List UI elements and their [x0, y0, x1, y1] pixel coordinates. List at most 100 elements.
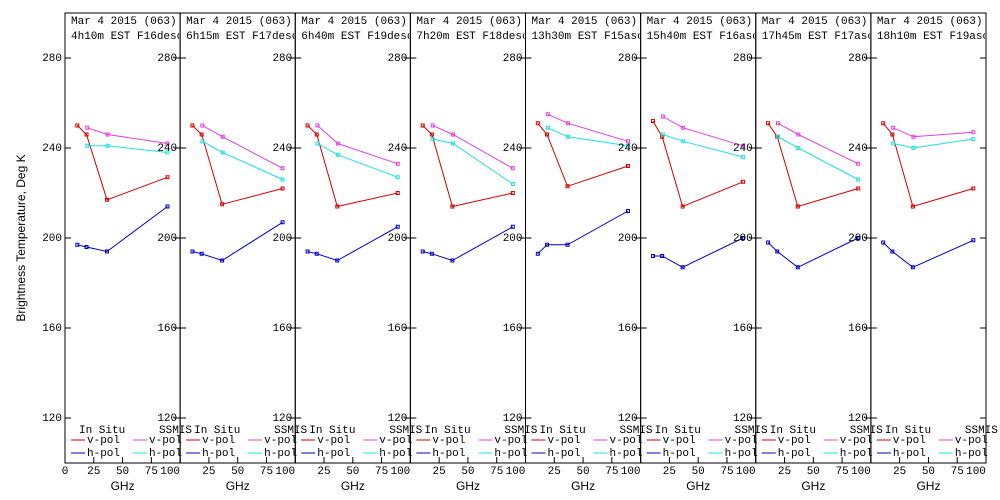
point	[165, 141, 170, 146]
legend-label: v-pol	[840, 435, 873, 447]
point	[85, 143, 90, 148]
legend-group-title: SSMIS	[504, 425, 537, 437]
point	[741, 143, 746, 148]
legend-group-title: SSMIS	[159, 425, 192, 437]
legend-group-title: In Situ	[885, 425, 931, 437]
point	[430, 137, 435, 141]
panel-subtitle: 15h40m EST F16asc	[647, 31, 759, 43]
series-line	[422, 125, 513, 208]
point	[335, 152, 340, 157]
legend-group-title: In Situ	[79, 425, 125, 437]
legend-label: h-pol	[548, 448, 581, 460]
legend-group-title: SSMIS	[965, 425, 998, 437]
y-tick-label: 200	[388, 233, 408, 245]
point	[280, 186, 285, 191]
y-tick-label: 240	[618, 143, 638, 155]
point	[450, 204, 455, 209]
point	[280, 166, 285, 171]
point	[450, 258, 455, 263]
x-tick-label: 100	[160, 466, 180, 478]
x-tick-label: 50	[807, 466, 820, 478]
series-line	[307, 226, 398, 262]
y-tick-label: 200	[503, 233, 523, 245]
point	[220, 150, 225, 155]
legend-label: v-pol	[778, 435, 811, 447]
y-tick-label: 280	[848, 53, 868, 65]
legend-label: v-pol	[149, 435, 182, 447]
x-tick-label: 100	[506, 466, 526, 478]
point	[910, 265, 915, 270]
point	[796, 132, 801, 137]
x-tick-label: 75	[490, 466, 503, 478]
point	[395, 191, 400, 195]
point	[395, 175, 400, 180]
y-tick-label: 240	[848, 143, 868, 155]
point	[766, 240, 771, 245]
point	[856, 186, 861, 191]
x-tick-label: 50	[231, 466, 244, 478]
point	[314, 251, 319, 256]
point	[741, 155, 746, 159]
y-tick-label: 200	[618, 233, 638, 245]
y-tick-label: 120	[388, 413, 408, 425]
y-tick-label: 160	[733, 323, 753, 335]
legend-label: h-pol	[955, 448, 988, 460]
point	[165, 175, 170, 180]
point	[510, 224, 515, 229]
series-line	[77, 206, 168, 253]
series-line	[767, 237, 859, 268]
x-tick-label: 75	[720, 466, 733, 478]
legend-label: v-pol	[548, 435, 581, 447]
point	[305, 123, 310, 128]
panel-title: Mar 4 2015 (063)	[877, 16, 983, 28]
y-tick-label: 240	[157, 143, 177, 155]
panel-subtitle: 7h20m EST F18desc	[416, 31, 528, 43]
series-line	[192, 221, 283, 262]
legend-group-title: SSMIS	[274, 425, 307, 437]
x-tick-label: 100	[736, 466, 756, 478]
x-tick-label: 100	[621, 466, 641, 478]
legend-label: h-pol	[87, 448, 120, 460]
legend-label: v-pol	[893, 435, 926, 447]
point	[660, 134, 665, 139]
x-axis-label: GHz	[226, 479, 250, 493]
point	[545, 242, 550, 247]
point	[430, 123, 435, 128]
legend-label: h-pol	[725, 448, 758, 460]
series-line	[652, 120, 744, 208]
panel-subtitle: 4h10m EST F16desc	[71, 31, 183, 43]
panel-title: Mar 4 2015 (063)	[186, 16, 292, 28]
y-tick-label: 280	[388, 53, 408, 65]
point	[795, 265, 800, 270]
y-tick-label: 280	[733, 53, 753, 65]
x-tick-label: 75	[605, 466, 618, 478]
legend-label: h-pol	[264, 448, 297, 460]
point	[911, 134, 916, 139]
y-tick-label: 160	[848, 323, 868, 335]
point	[315, 141, 320, 146]
x-tick-label: 50	[692, 466, 705, 478]
point	[220, 202, 225, 207]
x-tick-label: 25	[548, 466, 561, 478]
point	[190, 249, 195, 254]
point	[971, 137, 976, 141]
series-line	[87, 145, 168, 153]
y-tick-label: 160	[42, 323, 62, 335]
series-line	[537, 210, 629, 255]
legend-group-title: In Situ	[770, 425, 816, 437]
x-tick-label: 25	[893, 466, 906, 478]
legend-label: v-pol	[432, 435, 465, 447]
point	[856, 161, 861, 166]
point	[911, 146, 916, 150]
y-tick-label: 280	[618, 53, 638, 65]
point	[545, 112, 550, 117]
x-tick-label: 50	[576, 466, 589, 478]
legend-group-title: In Situ	[309, 425, 355, 437]
x-tick-label: 25	[87, 466, 100, 478]
y-tick-label: 120	[157, 413, 177, 425]
panel-title: Mar 4 2015 (063)	[762, 16, 868, 28]
series-line	[202, 125, 283, 169]
series-line	[892, 127, 974, 138]
legend-label: h-pol	[494, 448, 527, 460]
